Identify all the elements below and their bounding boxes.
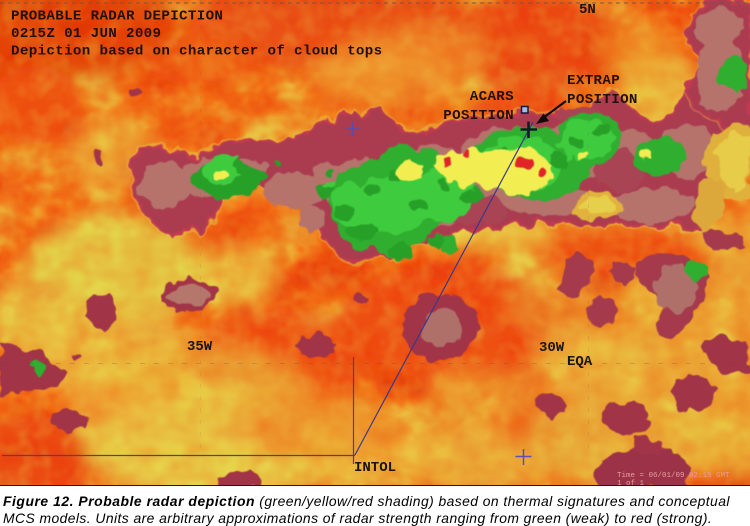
svg-text:PROBABLE RADAR DEPICTION: PROBABLE RADAR DEPICTION [11, 9, 223, 25]
svg-text:Depiction based on character o: Depiction based on character of cloud to… [11, 44, 382, 60]
svg-text:30W: 30W [539, 340, 565, 356]
svg-text:0215Z 01 JUN 2009: 0215Z 01 JUN 2009 [11, 26, 161, 42]
svg-text:5N: 5N [579, 2, 596, 18]
svg-text:EXTRAP: EXTRAP [567, 73, 620, 89]
svg-text:35W: 35W [187, 339, 213, 355]
svg-text:POSITION: POSITION [567, 92, 638, 108]
svg-text:Time = 06/01/09 02:15 GMT: Time = 06/01/09 02:15 GMT [617, 472, 730, 480]
svg-text:POSITION: POSITION [443, 108, 514, 124]
svg-text:1 of 1: 1 of 1 [617, 480, 645, 487]
svg-text:EQA: EQA [567, 354, 593, 370]
svg-text:INTOL: INTOL [354, 460, 396, 476]
svg-text:ACARS: ACARS [470, 89, 514, 105]
